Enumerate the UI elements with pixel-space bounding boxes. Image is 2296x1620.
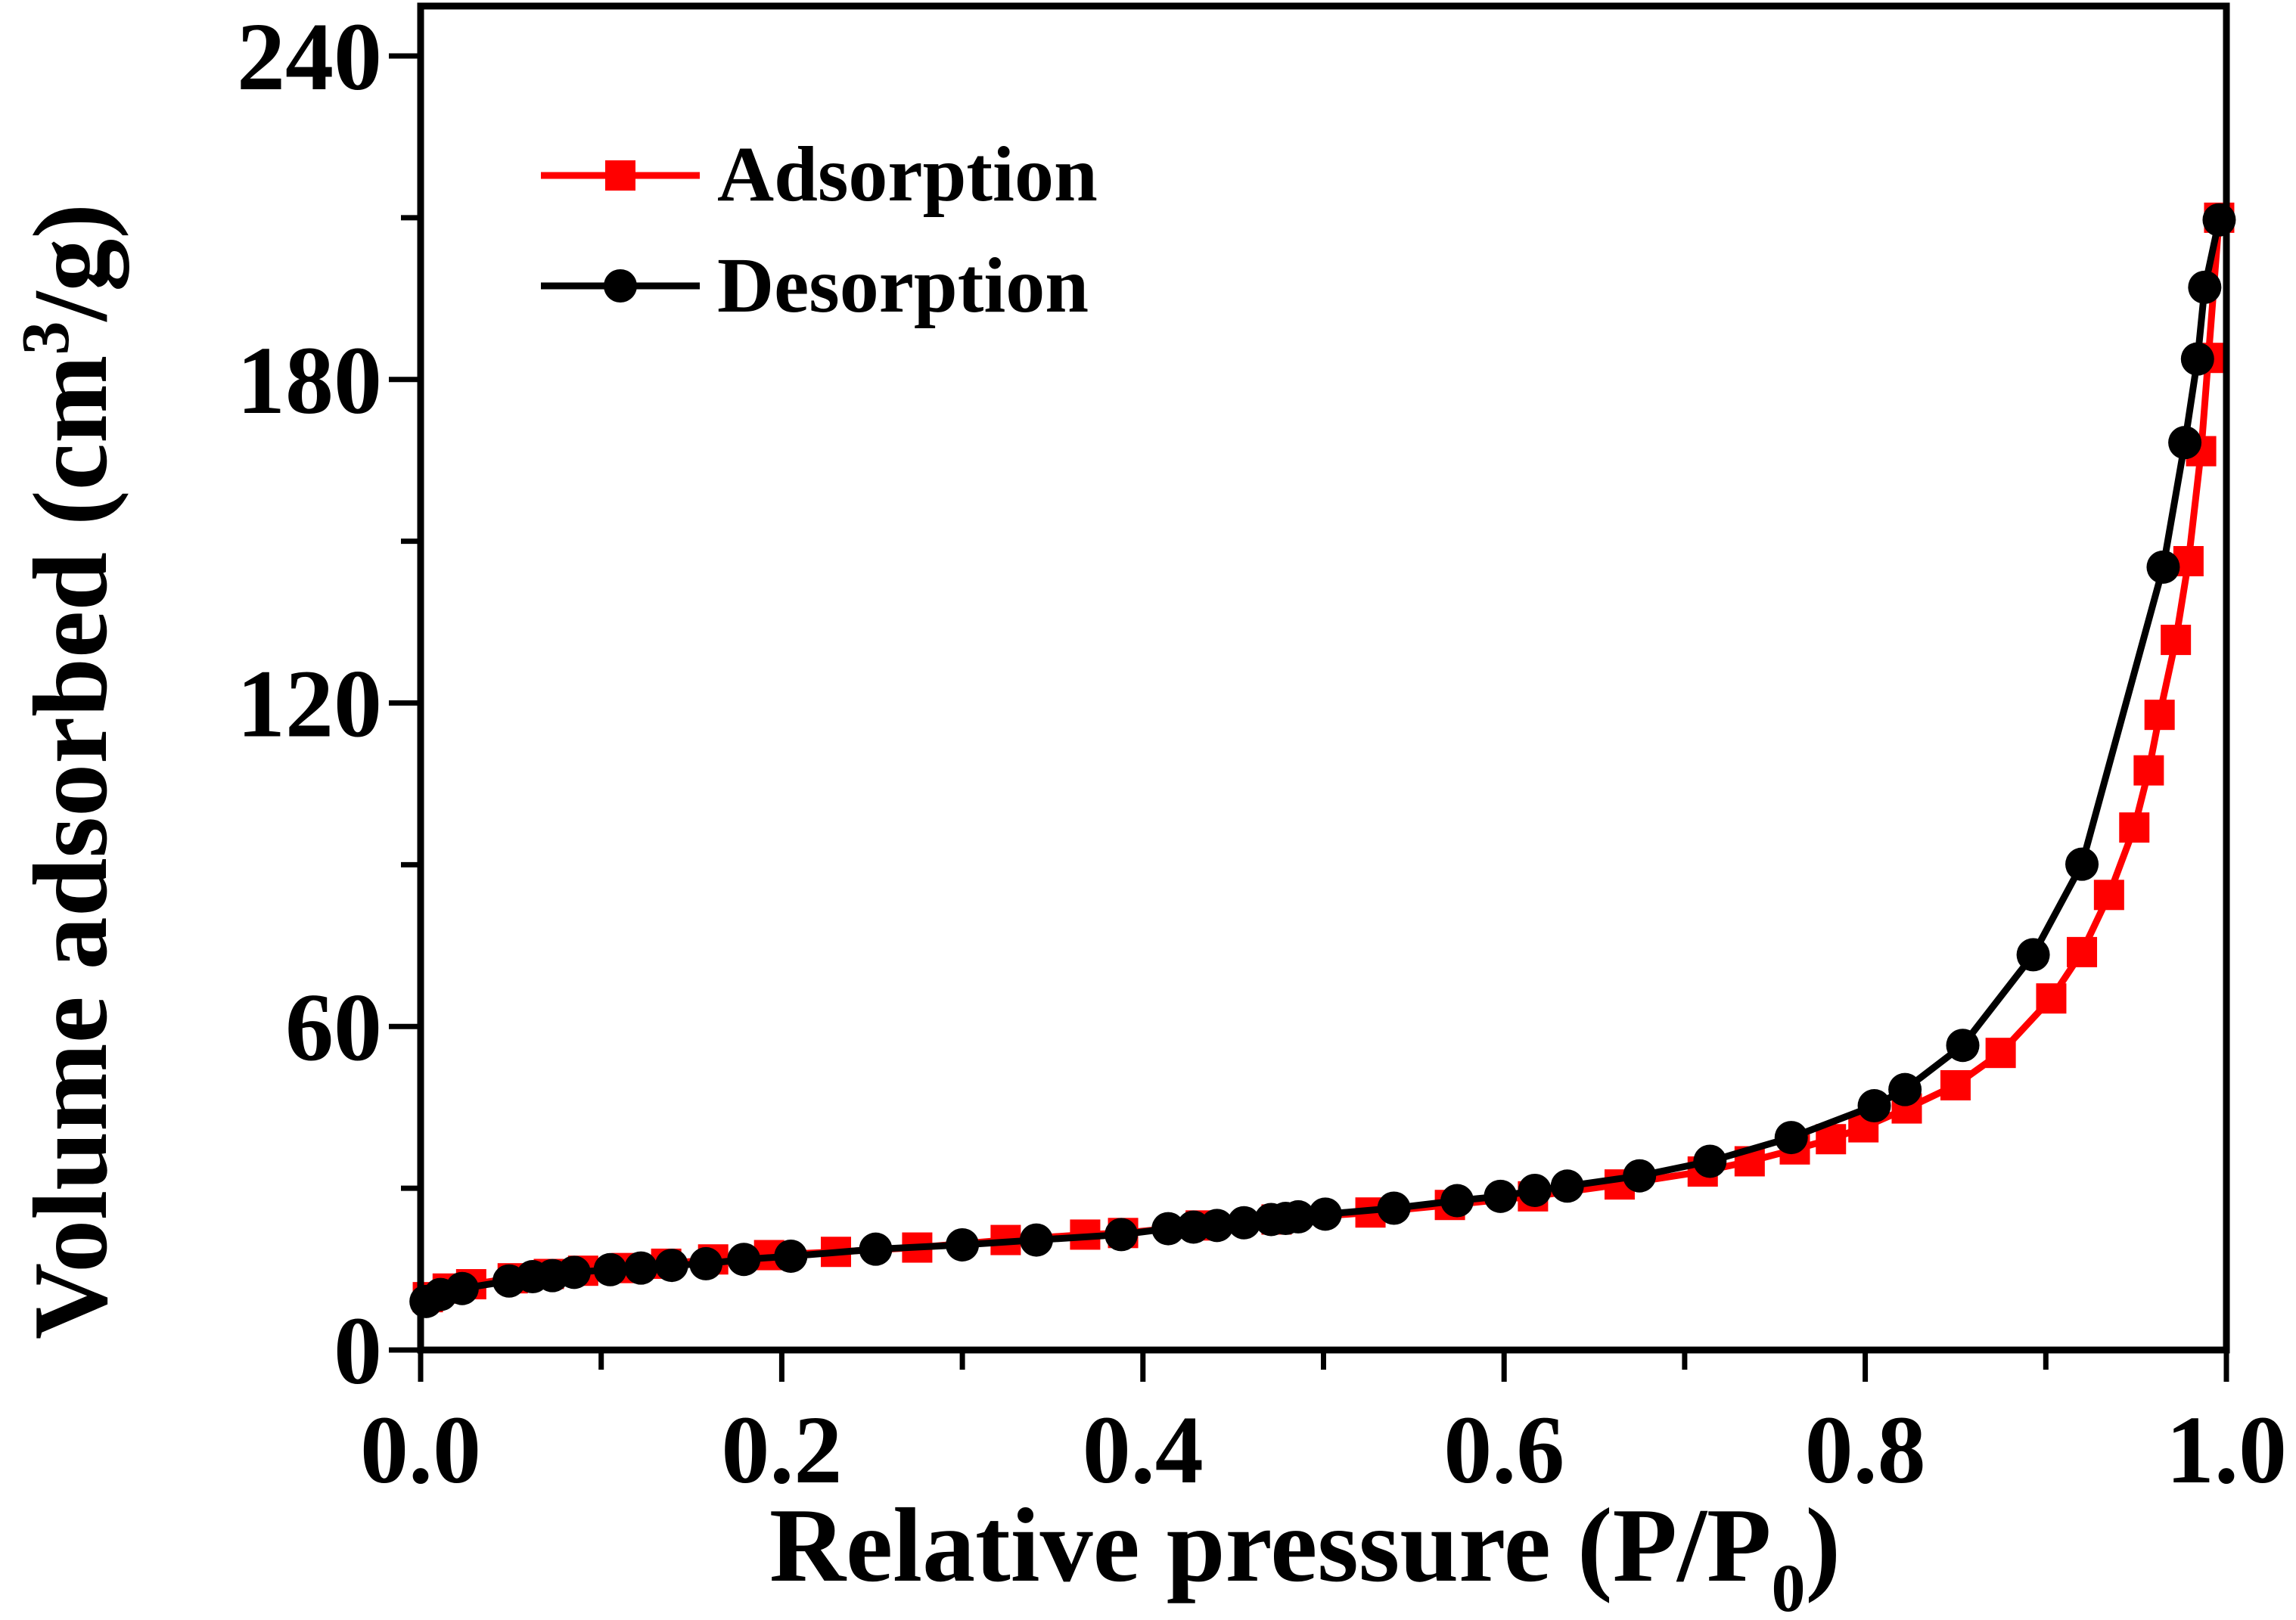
legend-desorption-label: Desorption xyxy=(717,242,1089,329)
desorption-point xyxy=(946,1227,980,1262)
desorption-line xyxy=(424,219,2223,1305)
x-axis-title-sub: 0 xyxy=(1771,1551,1805,1620)
desorption-point xyxy=(1693,1144,1727,1178)
desorption-point xyxy=(859,1232,893,1266)
desorption-point xyxy=(2146,550,2180,584)
adsorption-line xyxy=(426,217,2223,1301)
x-axis-title: Relative pressure (P/P0) xyxy=(769,1487,1841,1620)
axis-ticks: 0.0 0.2 0.4 0.6 0.8 1.0 0 60 120 180 240 xyxy=(237,3,2287,1504)
y-axis-title-sup: 3 xyxy=(8,321,83,355)
desorption-point xyxy=(654,1249,688,1283)
desorption-point xyxy=(727,1243,761,1277)
adsorption-point xyxy=(2067,936,2098,967)
desorption-point xyxy=(2180,342,2214,376)
x-axis-title-end: ) xyxy=(1805,1487,1841,1604)
desorption-point xyxy=(1623,1159,1657,1193)
x-tick-label: 0.6 xyxy=(1443,1396,1564,1504)
y-tick-label: 180 xyxy=(237,327,382,434)
series-desorption xyxy=(409,203,2236,1318)
adsorption-point xyxy=(2119,812,2150,843)
desorption-point xyxy=(1857,1089,1891,1123)
desorption-point xyxy=(1151,1212,1185,1246)
plot-frame xyxy=(417,2,2230,1354)
adsorption-point xyxy=(2161,625,2192,656)
y-axis-title-end: /g) xyxy=(12,203,129,323)
desorption-point xyxy=(1518,1173,1552,1207)
desorption-point xyxy=(1888,1072,1922,1106)
series-layer xyxy=(409,202,2236,1318)
desorption-point xyxy=(1484,1179,1518,1213)
series-adsorption xyxy=(412,202,2235,1313)
desorption-point xyxy=(624,1251,658,1285)
y-tick-label: 60 xyxy=(285,973,382,1081)
desorption-point xyxy=(689,1246,723,1280)
legend-desorption-marker xyxy=(604,269,637,303)
adsorption-point xyxy=(2133,755,2164,786)
desorption-point xyxy=(2202,203,2236,237)
desorption-point xyxy=(1308,1197,1342,1231)
x-tick-label: 0.4 xyxy=(1083,1396,1204,1504)
y-axis-title: Volume adsorbed (cm3/g) xyxy=(8,203,129,1339)
x-axis-title-main: Relative pressure (P/P xyxy=(769,1487,1772,1604)
y-tick-label: 240 xyxy=(237,3,382,110)
adsorption-point xyxy=(2144,700,2175,731)
desorption-point xyxy=(1105,1218,1139,1252)
adsorption-point xyxy=(1985,1038,2016,1069)
x-tick-label: 1.0 xyxy=(2166,1396,2287,1504)
legend-adsorption-marker xyxy=(605,160,635,191)
adsorption-point xyxy=(1940,1069,1971,1100)
desorption-point xyxy=(1176,1210,1210,1244)
x-tick-label: 0.8 xyxy=(1805,1396,1926,1504)
desorption-point xyxy=(1019,1223,1053,1257)
y-tick-label: 0 xyxy=(334,1297,382,1404)
desorption-point xyxy=(1774,1121,1808,1155)
desorption-point xyxy=(409,1284,443,1318)
desorption-point xyxy=(1946,1029,1980,1063)
legend-adsorption-label: Adsorption xyxy=(717,131,1098,218)
desorption-point xyxy=(1550,1169,1584,1203)
desorption-point xyxy=(1440,1184,1474,1218)
adsorption-point xyxy=(2093,880,2124,911)
x-tick-label: 0.2 xyxy=(721,1396,842,1504)
desorption-point xyxy=(1227,1206,1261,1240)
x-tick-label: 0.0 xyxy=(360,1396,481,1504)
y-tick-label: 120 xyxy=(237,650,382,758)
legend: Adsorption Desorption xyxy=(541,131,1098,329)
desorption-point xyxy=(2065,847,2099,881)
desorption-point xyxy=(2016,938,2050,972)
y-axis-title-main: Volume adsorbed (cm xyxy=(12,355,129,1340)
desorption-point xyxy=(2188,270,2222,304)
desorption-point xyxy=(2168,426,2202,460)
desorption-point xyxy=(1254,1203,1288,1237)
desorption-point xyxy=(774,1239,808,1273)
desorption-point xyxy=(1377,1191,1411,1225)
desorption-point xyxy=(593,1252,627,1286)
adsorption-point xyxy=(2036,983,2067,1014)
desorption-point xyxy=(492,1264,526,1298)
